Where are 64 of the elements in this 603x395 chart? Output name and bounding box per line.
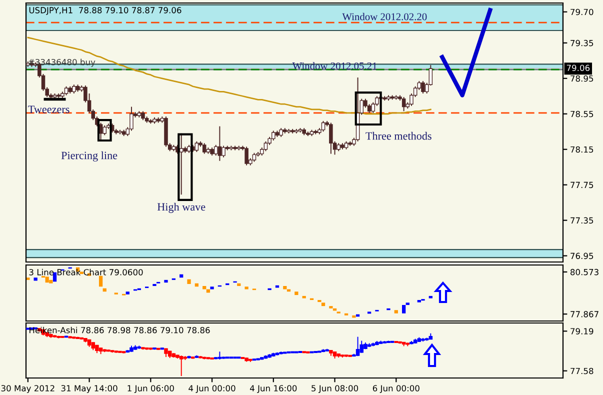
annotation: Piercing line bbox=[61, 151, 118, 162]
y-tick-label: 77.867 bbox=[570, 311, 598, 318]
bar bbox=[244, 286, 248, 290]
x-tick-label: 31 May 14:00 bbox=[61, 385, 118, 394]
bar bbox=[52, 272, 57, 282]
candlestick bbox=[179, 132, 184, 196]
bar bbox=[45, 276, 49, 283]
bar bbox=[34, 278, 38, 281]
candlestick bbox=[244, 146, 248, 166]
x-tick-label: 6 Jun 00:00 bbox=[372, 385, 420, 393]
x-tick-label: 4 Jun 16:00 bbox=[250, 385, 297, 393]
y-tick-label: 77.58 bbox=[570, 368, 594, 374]
annotation: Three methods bbox=[366, 132, 432, 140]
candlestick bbox=[356, 336, 360, 357]
bar bbox=[394, 310, 398, 314]
bar bbox=[302, 296, 306, 298]
y-tick-label: 79.19 bbox=[570, 328, 594, 334]
bar bbox=[210, 286, 214, 290]
candlestick bbox=[272, 130, 276, 141]
y-tick-label: 78.95 bbox=[570, 75, 594, 82]
candlestick bbox=[402, 96, 406, 112]
bar bbox=[283, 286, 287, 290]
candlestick bbox=[202, 142, 206, 154]
candlestick bbox=[214, 144, 218, 156]
bar bbox=[428, 296, 432, 298]
candlestick bbox=[329, 122, 333, 154]
x-tick-label: 4 Jun 00:00 bbox=[188, 385, 236, 393]
y-tick-label: 77.35 bbox=[570, 217, 594, 224]
candlestick bbox=[360, 340, 364, 354]
x-tick-label: 5 Jun 08:00 bbox=[312, 385, 358, 393]
x-tick-label: 1 Jun 06:00 bbox=[128, 385, 174, 393]
bar bbox=[126, 292, 130, 294]
annotation: Tweezers bbox=[28, 106, 70, 114]
candlestick bbox=[222, 145, 226, 158]
bar bbox=[164, 280, 168, 283]
y-tick-label: 77.75 bbox=[570, 182, 594, 188]
ref-line-label: 79.06 bbox=[566, 64, 590, 72]
y-tick-label: 79.70 bbox=[570, 8, 594, 16]
candlestick bbox=[218, 126, 222, 162]
bar bbox=[321, 302, 326, 306]
bar bbox=[402, 304, 406, 314]
bar bbox=[87, 273, 92, 276]
y-tick-label: 78.15 bbox=[570, 146, 594, 153]
y-tick-label: 79.35 bbox=[570, 40, 594, 46]
x-tick-label: 30 May 2012 bbox=[1, 385, 54, 394]
bar bbox=[352, 315, 356, 318]
y-tick-label: 80.573 bbox=[570, 268, 598, 276]
y-tick-label: 76.95 bbox=[570, 252, 594, 260]
bar bbox=[294, 292, 298, 296]
chart-title: USDJPY,H1 78.88 79.10 78.87 79.06 bbox=[29, 7, 182, 15]
bar bbox=[187, 279, 191, 284]
candlestick bbox=[421, 80, 425, 94]
annotation: High wave bbox=[157, 202, 206, 213]
y-tick-label: 78.55 bbox=[570, 110, 594, 118]
candlestick bbox=[179, 355, 184, 377]
bar bbox=[202, 286, 206, 290]
candlestick bbox=[321, 120, 326, 132]
bar bbox=[80, 272, 84, 274]
bar bbox=[98, 276, 103, 287]
line-series bbox=[27, 36, 432, 115]
bar bbox=[49, 280, 53, 284]
candlestick bbox=[194, 140, 199, 152]
band-label: Window 2012.02.20 bbox=[342, 12, 427, 20]
bar bbox=[237, 283, 241, 286]
